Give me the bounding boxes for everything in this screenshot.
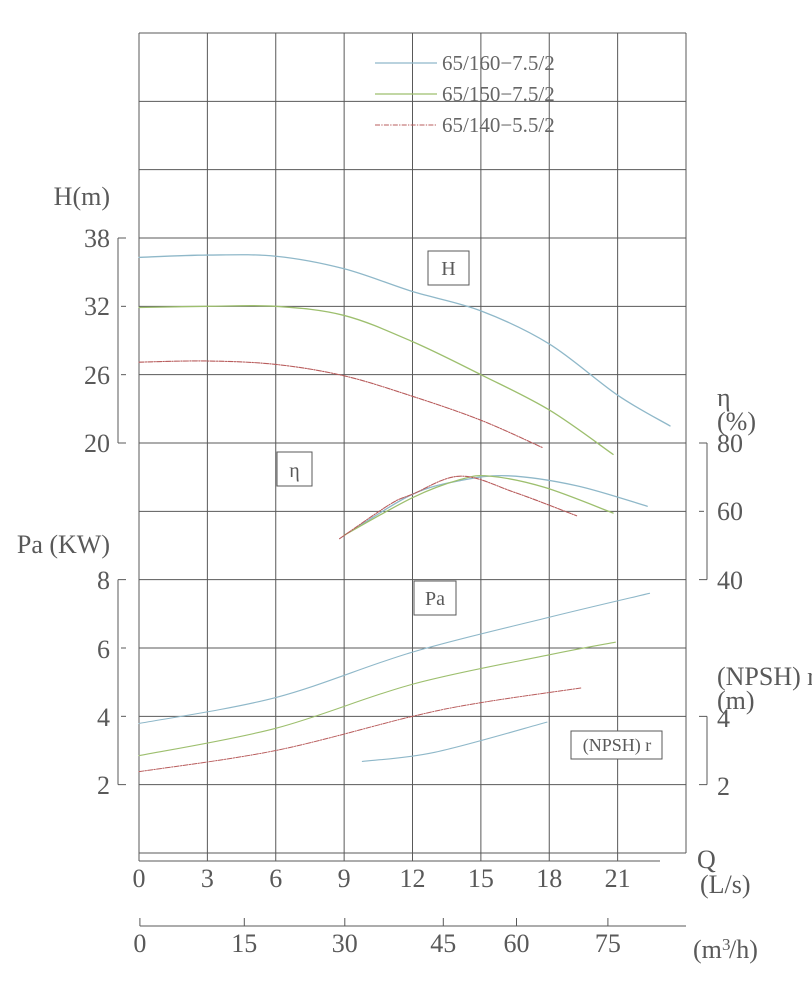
- svg-text:20: 20: [84, 429, 110, 458]
- svg-text:26: 26: [84, 361, 110, 390]
- svg-text:3: 3: [201, 864, 214, 893]
- svg-text:32: 32: [84, 292, 110, 321]
- svg-text:65/140−5.5/2: 65/140−5.5/2: [442, 113, 555, 137]
- svg-text:(m: (m: [693, 935, 722, 964]
- svg-text:15: 15: [231, 929, 257, 958]
- svg-text:6: 6: [269, 864, 282, 893]
- svg-text:60: 60: [717, 497, 743, 526]
- svg-text:2: 2: [717, 772, 730, 801]
- svg-text:8: 8: [97, 566, 110, 595]
- svg-text:9: 9: [338, 864, 351, 893]
- svg-text:12: 12: [400, 864, 426, 893]
- svg-text:4: 4: [97, 703, 110, 732]
- svg-text:0: 0: [133, 864, 146, 893]
- svg-text:6: 6: [97, 635, 110, 664]
- svg-text:65/150−7.5/2: 65/150−7.5/2: [442, 82, 555, 106]
- svg-text:(NPSH) r: (NPSH) r: [583, 735, 652, 756]
- svg-text:21: 21: [605, 864, 631, 893]
- svg-text:(L/s): (L/s): [700, 870, 751, 899]
- svg-text:18: 18: [536, 864, 562, 893]
- svg-text:40: 40: [717, 566, 743, 595]
- svg-text:H: H: [441, 258, 455, 280]
- svg-text:Pa: Pa: [425, 588, 445, 610]
- svg-text:Pa (KW): Pa (KW): [17, 530, 110, 559]
- svg-text:15: 15: [468, 864, 494, 893]
- svg-text:38: 38: [84, 224, 110, 253]
- svg-text:65/160−7.5/2: 65/160−7.5/2: [442, 51, 555, 75]
- svg-text:60: 60: [504, 929, 530, 958]
- svg-text:H(m): H(m): [54, 182, 110, 211]
- svg-text:30: 30: [332, 929, 358, 958]
- svg-text:/h): /h): [729, 935, 758, 964]
- svg-text:4: 4: [717, 704, 730, 733]
- svg-text:75: 75: [595, 929, 621, 958]
- svg-text:80: 80: [717, 429, 743, 458]
- svg-text:2: 2: [97, 771, 110, 800]
- svg-text:45: 45: [430, 929, 456, 958]
- svg-text:η: η: [289, 460, 299, 482]
- svg-text:0: 0: [133, 929, 146, 958]
